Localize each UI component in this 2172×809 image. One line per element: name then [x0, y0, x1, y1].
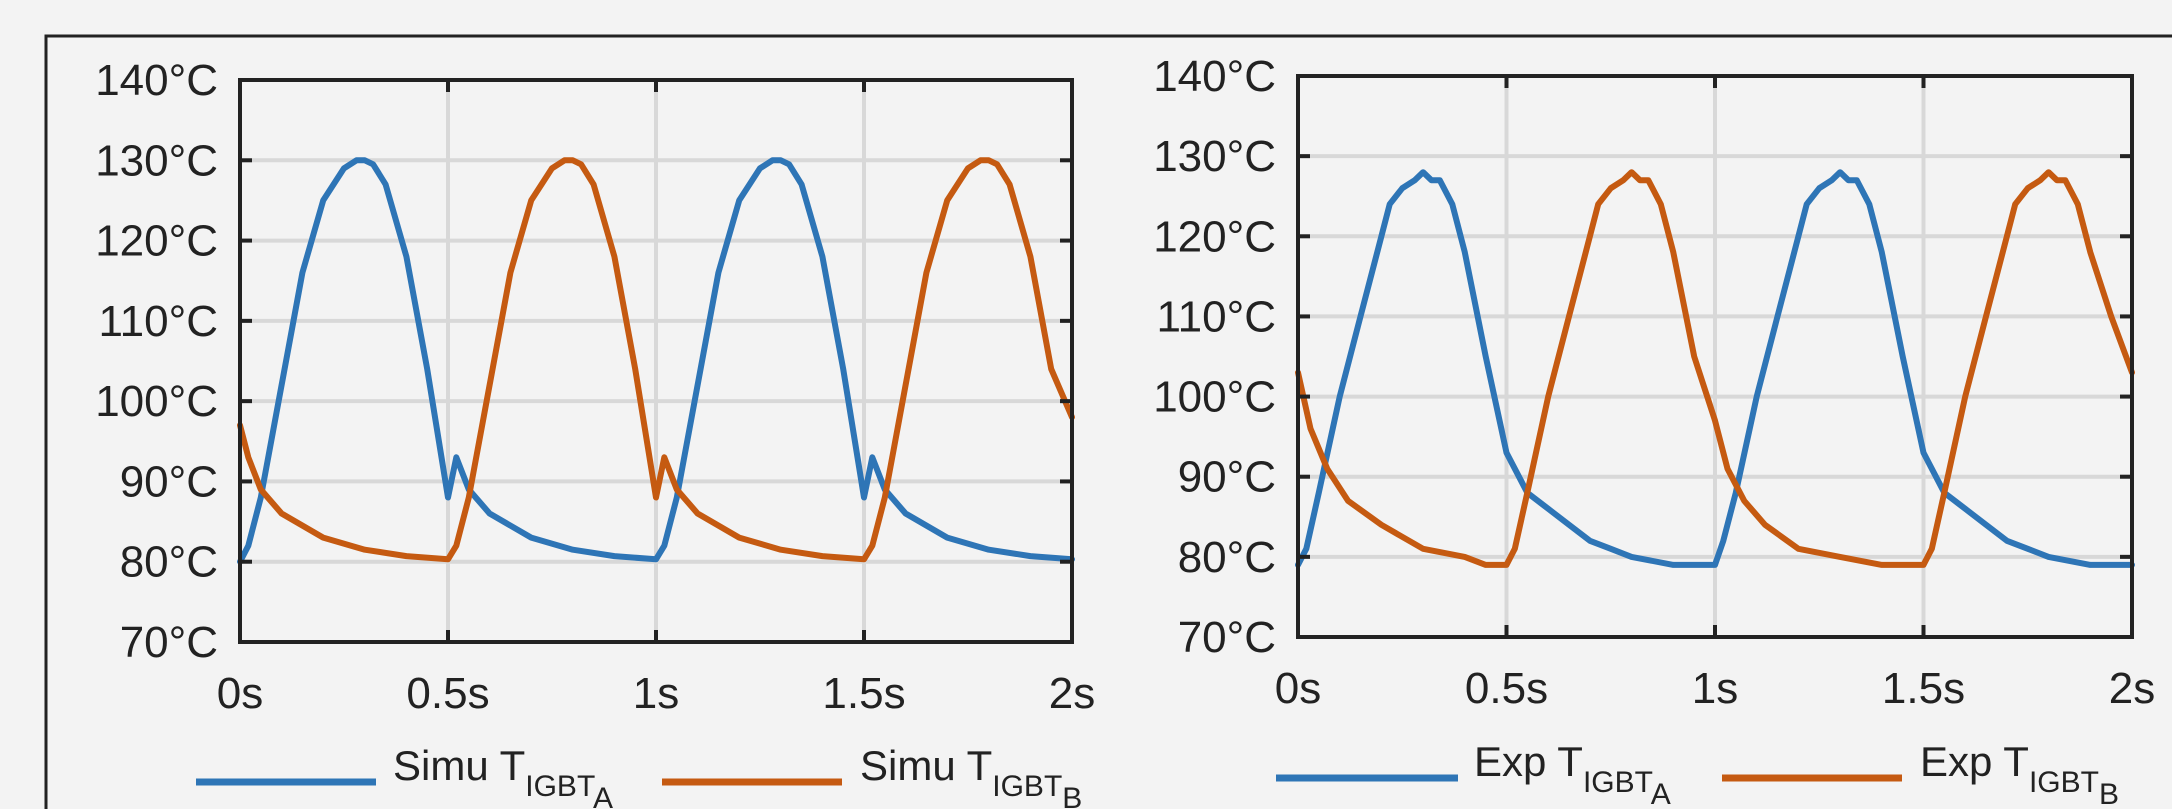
x-tick-label: 1.5s [1882, 664, 1965, 713]
x-tick-label: 1.5s [822, 669, 905, 718]
y-tick-label: 80°C [120, 538, 218, 587]
x-tick-label: 2s [1049, 669, 1095, 718]
x-tick-label: 0.5s [1465, 664, 1548, 713]
legend-label: Simu TIGBTB [860, 742, 1082, 809]
legend-label-subscript: IGBT [2029, 766, 2099, 799]
y-tick-label: 120°C [95, 217, 218, 266]
legend-label: Exp TIGBTB [1920, 738, 2119, 809]
x-tick-label: 1s [633, 669, 679, 718]
x-tick-label: 0s [1275, 664, 1321, 713]
legend-label-subscript: IGBT [525, 770, 595, 803]
series-line-a [1295, 169, 2135, 568]
x-tick-label: 1s [1692, 664, 1738, 713]
legend-label-main: Simu T [393, 742, 525, 789]
y-tick-label: 110°C [1156, 292, 1276, 341]
figure-frame [44, 34, 2172, 809]
y-tick-label: 80°C [1178, 533, 1276, 582]
chart-panel-left: 70°C 80°C 90°C 100°C 110°C 120°C 130°C 140°C 0s 0… [95, 56, 1095, 809]
series-line-a [237, 157, 1075, 565]
y-tick-label: 140°C [95, 56, 218, 105]
x-tick-label: 0.5s [406, 669, 489, 718]
legend-label-main: Exp T [1474, 738, 1583, 785]
legend-label: Exp TIGBTA [1474, 738, 1671, 809]
legend-label-subsubscript: B [1062, 782, 1082, 809]
y-tick-label: 70°C [120, 618, 218, 667]
legend-item-b: Exp TIGBTB [1722, 738, 2119, 809]
y-tick-label: 120°C [1153, 212, 1276, 261]
series-line-b [237, 157, 1075, 563]
series-line-b [1295, 169, 2135, 568]
y-tick-label: 100°C [1153, 373, 1276, 422]
legend-item-a: Simu TIGBTA [196, 742, 613, 809]
chart-panel-right: 70°C 80°C 90°C 100°C 110°C 120°C 130°C 140°C 0s 0… [1153, 52, 2155, 809]
legend-label: Simu TIGBTA [393, 742, 613, 809]
legend-label-main: Exp T [1920, 738, 2029, 785]
legend-label-subscript: IGBT [992, 770, 1062, 803]
y-tick-label: 130°C [1153, 132, 1276, 181]
y-tick-label: 130°C [95, 136, 218, 185]
legend-label-subscript: IGBT [1583, 766, 1653, 799]
y-tick-label: 110°C [98, 297, 218, 346]
y-tick-label: 100°C [95, 377, 218, 426]
legend-label-main: Simu T [860, 742, 992, 789]
x-tick-label: 2s [2109, 664, 2155, 713]
y-tick-label: 90°C [120, 457, 218, 506]
x-tick-label: 0s [217, 669, 263, 718]
legend-label-subsubscript: B [2099, 778, 2119, 809]
legend-item-a: Exp TIGBTA [1276, 738, 1671, 809]
y-tick-label: 140°C [1153, 52, 1276, 101]
legend-item-b: Simu TIGBTB [662, 742, 1082, 809]
legend-label-subsubscript: A [1651, 778, 1671, 809]
legend-label-subsubscript: A [593, 782, 613, 809]
y-tick-label: 90°C [1178, 453, 1276, 502]
y-tick-label: 70°C [1178, 613, 1276, 662]
